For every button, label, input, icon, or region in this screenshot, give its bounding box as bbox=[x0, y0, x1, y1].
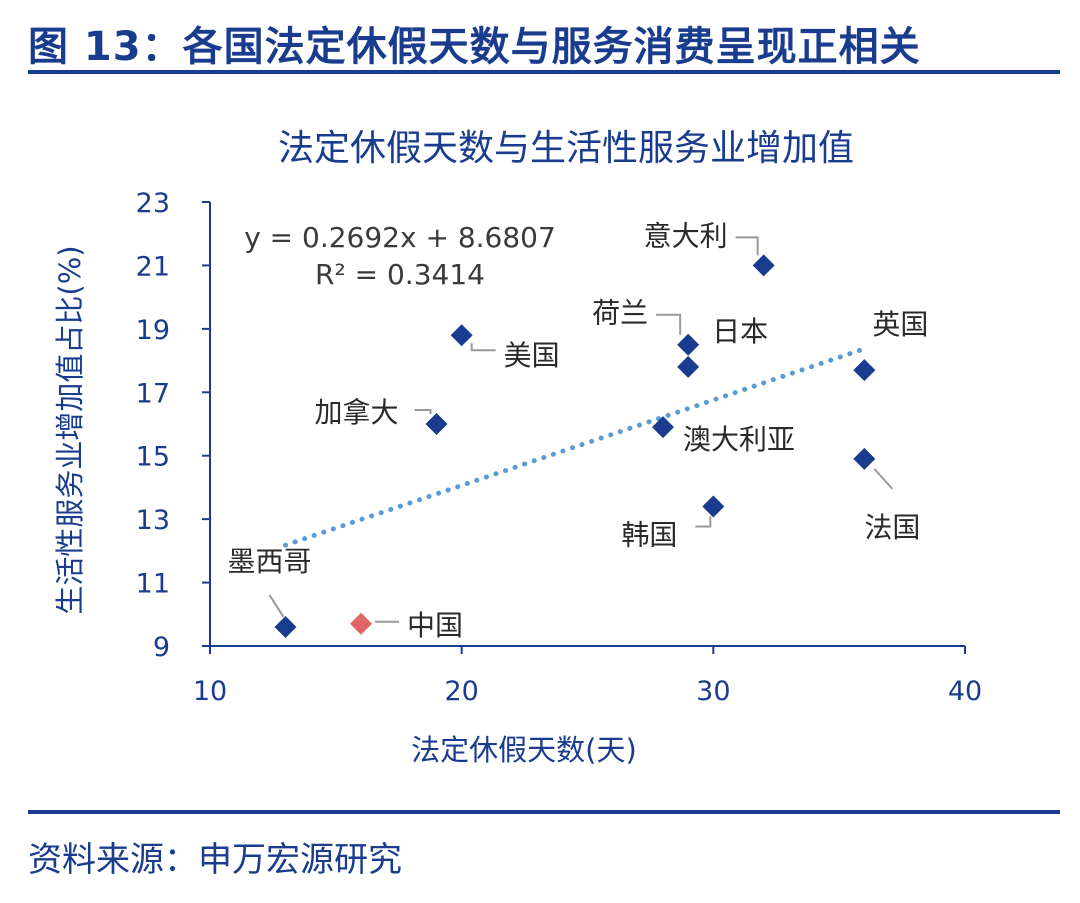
y-tick-label: 21 bbox=[136, 251, 170, 282]
y-ticks: 9 11 13 15 17 19 21 23 bbox=[136, 188, 210, 663]
data-point bbox=[425, 413, 448, 435]
point-label: 美国 bbox=[504, 339, 560, 372]
y-tick-label: 23 bbox=[136, 188, 170, 219]
data-point bbox=[274, 615, 297, 638]
data-point bbox=[702, 495, 725, 518]
point-label: 澳大利亚 bbox=[683, 423, 795, 456]
trend-equation: y = 0.2692x + 8.6807 bbox=[244, 221, 556, 254]
data-point bbox=[752, 254, 775, 277]
y-tick-label: 15 bbox=[136, 442, 170, 473]
figure-title: 图 13：各国法定休假天数与服务消费呈现正相关 bbox=[28, 24, 921, 70]
data-points bbox=[274, 254, 876, 638]
data-point bbox=[853, 447, 876, 470]
trendline bbox=[283, 346, 867, 548]
y-tick-label: 11 bbox=[136, 569, 170, 600]
y-tick-label: 9 bbox=[153, 632, 170, 663]
point-label: 加拿大 bbox=[314, 396, 398, 429]
point-label: 英国 bbox=[872, 308, 928, 341]
leader-lines bbox=[268, 236, 894, 623]
point-label: 墨西哥 bbox=[227, 545, 311, 578]
data-point bbox=[677, 355, 700, 378]
point-label: 中国 bbox=[407, 609, 463, 642]
x-tick-label: 30 bbox=[696, 676, 730, 707]
y-axis-label: 生活性服务业增加值占比(%) bbox=[53, 245, 87, 614]
y-tick-label: 13 bbox=[136, 505, 170, 536]
leader-line bbox=[695, 516, 712, 528]
point-label: 日本 bbox=[712, 315, 768, 348]
x-tick-label: 40 bbox=[948, 676, 982, 707]
y-tick-label: 19 bbox=[136, 315, 170, 346]
leader-line bbox=[470, 343, 496, 352]
scatter-chart: 法定休假天数与生活性服务业增加值 生活性服务业增加值占比(%) 法定休假天数(天… bbox=[53, 128, 982, 767]
source-note: 资料来源：申万宏源研究 bbox=[28, 840, 402, 880]
data-point bbox=[450, 324, 473, 347]
x-axis-label: 法定休假天数(天) bbox=[411, 733, 637, 767]
data-point-highlight bbox=[350, 612, 372, 635]
title-rule bbox=[28, 70, 1060, 74]
leader-line bbox=[735, 236, 759, 256]
point-label: 荷兰 bbox=[592, 297, 648, 330]
leader-line bbox=[268, 594, 285, 618]
x-tick-label: 20 bbox=[444, 676, 478, 707]
point-label: 意大利 bbox=[644, 219, 728, 252]
leader-line bbox=[414, 409, 432, 414]
data-point bbox=[853, 359, 876, 382]
data-point bbox=[652, 416, 674, 439]
chart-title: 法定休假天数与生活性服务业增加值 bbox=[278, 128, 854, 169]
source-rule bbox=[28, 810, 1060, 814]
data-point bbox=[677, 333, 700, 356]
leader-line bbox=[873, 468, 894, 490]
x-ticks: 10 20 30 40 bbox=[193, 646, 982, 707]
trend-r-squared: R² = 0.3414 bbox=[315, 258, 485, 291]
y-tick-label: 17 bbox=[136, 378, 170, 409]
x-tick-label: 10 bbox=[193, 676, 227, 707]
point-label: 韩国 bbox=[621, 518, 677, 551]
leader-line bbox=[656, 313, 682, 335]
point-label: 法国 bbox=[864, 511, 920, 544]
